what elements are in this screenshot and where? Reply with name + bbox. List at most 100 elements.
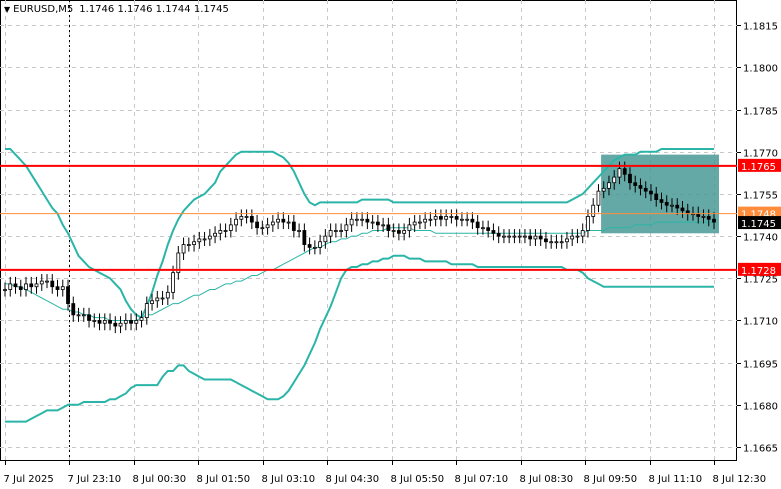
- candle-body: [223, 230, 228, 232]
- candle-body: [71, 303, 76, 316]
- candle-body: [55, 286, 60, 290]
- candle-body: [165, 291, 170, 299]
- candle-body: [449, 216, 454, 218]
- candle-body: [139, 317, 144, 321]
- candle-body: [712, 218, 716, 223]
- symbol-label: EURUSD,M5: [13, 4, 74, 15]
- bollinger-upper-band: [5, 148, 714, 319]
- candle-body: [333, 230, 338, 232]
- candle-body: [475, 221, 480, 229]
- candle-body: [502, 235, 506, 238]
- candle-body: [218, 230, 223, 234]
- candle-body: [601, 187, 606, 192]
- candle-body: [87, 314, 91, 321]
- candle-body: [454, 216, 459, 220]
- candle-body: [633, 182, 638, 186]
- candle-body: [523, 235, 527, 238]
- last-price-label: 1.1745: [741, 219, 776, 230]
- y-tick-label: 1.1800: [743, 64, 778, 75]
- candle-body: [612, 176, 617, 184]
- candle-body: [291, 221, 296, 231]
- candle-body: [580, 230, 585, 237]
- candle-body: [323, 235, 328, 243]
- candle-body: [391, 230, 396, 232]
- candle-body: [192, 241, 196, 245]
- candle-body: [3, 289, 7, 291]
- candle-body: [108, 320, 112, 324]
- candle-body: [171, 272, 175, 293]
- candle-body: [186, 244, 191, 246]
- candle-body: [533, 235, 538, 240]
- candle-body: [544, 238, 548, 243]
- candle-body: [339, 230, 344, 232]
- x-tick-label: 8 Jul 08:30: [520, 474, 574, 485]
- candle-body: [60, 286, 65, 290]
- candle-body: [307, 244, 312, 248]
- candle-body: [439, 216, 443, 220]
- candle-body: [249, 216, 254, 223]
- low-value: 1.1744: [155, 4, 191, 15]
- x-tick-label: 7 Jul 2025: [4, 474, 54, 485]
- candle-body: [45, 280, 49, 283]
- candle-body: [344, 224, 349, 231]
- highlight-box: [601, 154, 719, 234]
- open-value: 1.1746: [79, 4, 115, 15]
- candle-body: [370, 221, 375, 224]
- candle-body: [265, 224, 270, 229]
- x-tick-label: 8 Jul 01:50: [197, 474, 251, 485]
- candle-body: [638, 185, 643, 189]
- x-tick-label: 8 Jul 09:50: [584, 474, 638, 485]
- candle-body: [50, 280, 55, 288]
- candle-body: [649, 190, 653, 195]
- candle-body: [586, 216, 590, 231]
- candle-body: [460, 218, 464, 221]
- candle-body: [228, 224, 233, 231]
- candle-body: [486, 227, 491, 231]
- candle-body: [444, 216, 449, 220]
- candle-body: [433, 216, 438, 220]
- candle-body: [181, 244, 186, 254]
- candle-body: [297, 230, 302, 232]
- candle-body: [423, 218, 428, 223]
- dropdown-triangle-icon[interactable]: ▼: [4, 5, 11, 14]
- candle-body: [81, 314, 86, 317]
- candle-body: [349, 218, 354, 226]
- candle-body: [517, 235, 522, 238]
- x-tick-label: 8 Jul 00:30: [133, 474, 187, 485]
- candle-body: [318, 241, 323, 248]
- candle-body: [144, 303, 149, 319]
- candle-body: [239, 216, 244, 220]
- candle-body: [664, 201, 669, 206]
- candle-body: [260, 227, 265, 230]
- candle-body: [92, 320, 97, 322]
- candle-body: [29, 283, 34, 288]
- candle-body: [281, 218, 286, 223]
- candle-body: [607, 182, 611, 189]
- candle-body: [465, 218, 470, 221]
- candle-body: [66, 286, 70, 304]
- candle-body: [675, 204, 680, 209]
- candle-body: [234, 218, 238, 226]
- candle-body: [549, 241, 554, 244]
- candle-body: [276, 218, 280, 223]
- candle-body: [18, 286, 23, 290]
- candle-body: [407, 224, 412, 231]
- x-tick-label: 8 Jul 11:10: [649, 474, 703, 485]
- candle-body: [8, 283, 13, 290]
- candle-body: [176, 252, 181, 274]
- candle-body: [538, 235, 543, 240]
- candle-body: [512, 235, 517, 238]
- candle-body: [481, 227, 485, 230]
- candle-body: [570, 235, 575, 240]
- y-tick-label: 1.1770: [743, 149, 778, 160]
- y-tick-label: 1.1680: [743, 402, 778, 413]
- level-price-tag: [738, 262, 781, 276]
- candle-body: [491, 230, 496, 234]
- candle-body: [354, 218, 359, 221]
- candle-body: [622, 168, 627, 175]
- x-tick-label: 8 Jul 04:30: [326, 474, 380, 485]
- candle-body: [701, 216, 706, 218]
- candle-body: [386, 224, 391, 231]
- candle-body: [197, 238, 202, 243]
